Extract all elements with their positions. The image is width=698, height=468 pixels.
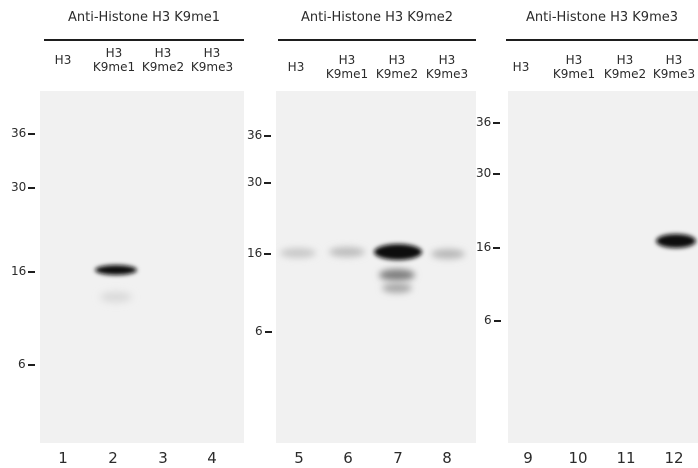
band (100, 292, 132, 302)
band (656, 234, 696, 248)
mw-marker: 36 (11, 126, 36, 140)
lane-header: H3 (287, 60, 305, 74)
mw-marker: 16 (11, 264, 36, 278)
lane-number: 10 (568, 449, 588, 467)
panel-rule (506, 39, 698, 41)
lane-header: H3 (54, 53, 72, 67)
mw-marker: 30 (476, 166, 501, 180)
panel-title: Anti-Histone H3 K9me2 (300, 10, 454, 25)
blot-image (276, 91, 476, 443)
lane-number: 11 (616, 449, 636, 467)
panel-title: Anti-Histone H3 K9me1 (67, 10, 221, 25)
mw-marker: 36 (476, 115, 501, 129)
band (431, 249, 465, 259)
lane-number: 3 (158, 449, 168, 467)
mw-marker: 6 (18, 357, 35, 371)
mw-marker: 6 (255, 324, 272, 338)
lane-number: 1 (58, 449, 68, 467)
blot-membrane (508, 91, 698, 443)
lane-header: H3 K9me2 (141, 46, 185, 74)
lane-header: H3 K9me1 (552, 53, 596, 81)
lane-number: 5 (294, 449, 304, 467)
band (280, 248, 316, 258)
lane-number: 7 (393, 449, 403, 467)
panel-title: Anti-Histone H3 K9me3 (525, 10, 679, 25)
lane-number: 4 (207, 449, 217, 467)
band (382, 283, 412, 293)
band (379, 269, 415, 281)
blot-image (40, 91, 244, 443)
lane-header: H3 K9me3 (425, 53, 469, 81)
mw-marker: 30 (247, 175, 272, 189)
lane-number: 9 (523, 449, 533, 467)
lane-header: H3 K9me2 (375, 53, 419, 81)
band (95, 265, 137, 275)
panel-rule (44, 39, 244, 41)
lane-header: H3 K9me2 (603, 53, 647, 81)
blot-image (508, 91, 698, 443)
lane-number: 2 (108, 449, 118, 467)
mw-marker: 30 (11, 180, 36, 194)
lane-number: 8 (442, 449, 452, 467)
band (374, 244, 422, 260)
blot-membrane (276, 91, 476, 443)
panel-rule (278, 39, 476, 41)
mw-marker: 16 (247, 246, 272, 260)
lane-header: H3 K9me1 (325, 53, 369, 81)
lane-header: H3 K9me3 (190, 46, 234, 74)
mw-marker: 6 (484, 313, 501, 327)
mw-marker: 16 (476, 240, 501, 254)
blot-membrane (40, 91, 244, 443)
mw-marker: 36 (247, 128, 272, 142)
band (329, 247, 365, 257)
lane-header: H3 (512, 60, 530, 74)
lane-number: 12 (664, 449, 684, 467)
lane-number: 6 (343, 449, 353, 467)
lane-header: H3 K9me3 (652, 53, 696, 81)
lane-header: H3 K9me1 (92, 46, 136, 74)
